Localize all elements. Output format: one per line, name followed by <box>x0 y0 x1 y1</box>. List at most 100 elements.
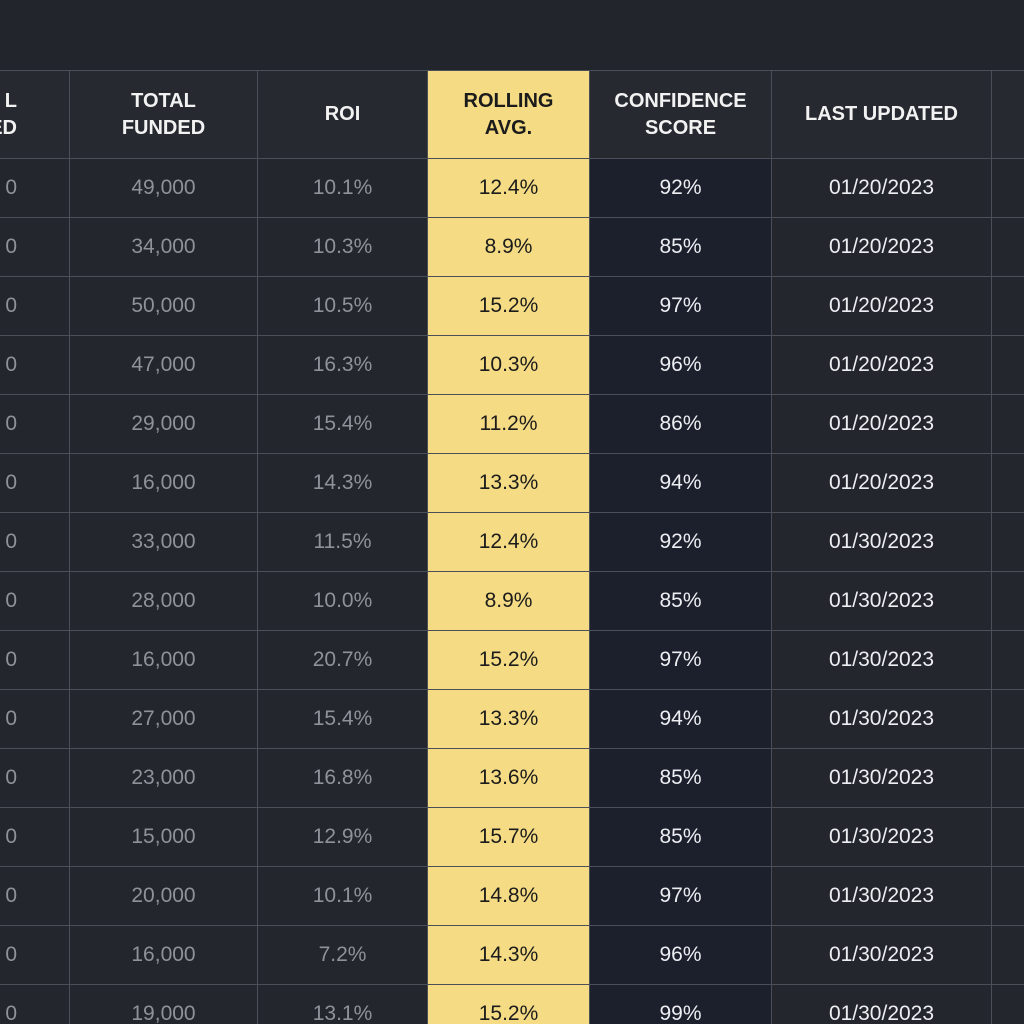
header-text: ROLLING <box>463 89 554 112</box>
header-text: ROI <box>324 103 361 125</box>
table-cell: 0 <box>0 926 70 985</box>
table-cell: 99% <box>590 985 772 1024</box>
table-cell <box>992 867 1024 926</box>
table-cell: 0 <box>0 395 70 454</box>
table-cell: 0 <box>0 631 70 690</box>
header-text: TOTAL <box>131 89 196 112</box>
table-cell: 0 <box>0 690 70 749</box>
table-cell: 01/30/2023 <box>772 749 992 808</box>
table-cell: 29,000 <box>70 395 258 454</box>
table-cell: 94% <box>590 454 772 513</box>
table-cell: 86% <box>590 395 772 454</box>
table-cell: 15.7% <box>428 808 590 867</box>
table-cell: 27,000 <box>70 690 258 749</box>
table-cell: 0 <box>0 808 70 867</box>
table-cell: 0 <box>0 336 70 395</box>
table-cell: 12.4% <box>428 159 590 218</box>
table-cell: 10.5% <box>258 277 428 336</box>
table-cell: 15.2% <box>428 631 590 690</box>
table-cell: 96% <box>590 926 772 985</box>
table-cell: 12.9% <box>258 808 428 867</box>
table-cell: 01/30/2023 <box>772 690 992 749</box>
table-cell: 85% <box>590 572 772 631</box>
table-cell: 94% <box>590 690 772 749</box>
table-cell: 97% <box>590 867 772 926</box>
table-cell: 01/30/2023 <box>772 808 992 867</box>
table-cell: 20,000 <box>70 867 258 926</box>
table-cell: 16.3% <box>258 336 428 395</box>
table-cell: 47,000 <box>70 336 258 395</box>
table-cell <box>992 218 1024 277</box>
table-cell <box>992 572 1024 631</box>
table-cell: 49,000 <box>70 159 258 218</box>
table-cell <box>992 631 1024 690</box>
table-cell: 01/30/2023 <box>772 572 992 631</box>
table-cell: 14.8% <box>428 867 590 926</box>
table-cell <box>992 985 1024 1024</box>
table-cell: 15.4% <box>258 690 428 749</box>
table-cell: 0 <box>0 985 70 1024</box>
header-text: ED <box>0 116 17 139</box>
table-cell <box>992 277 1024 336</box>
table-cell: 01/20/2023 <box>772 395 992 454</box>
table-cell <box>992 336 1024 395</box>
table-cell: 0 <box>0 218 70 277</box>
table-cell: 01/20/2023 <box>772 454 992 513</box>
table-cell: 14.3% <box>258 454 428 513</box>
table-cell: 16,000 <box>70 631 258 690</box>
table-cell <box>992 454 1024 513</box>
table-cell: 10.0% <box>258 572 428 631</box>
table-cell: 0 <box>0 159 70 218</box>
table-cell: 16,000 <box>70 454 258 513</box>
table-cell: 01/20/2023 <box>772 277 992 336</box>
table-cell <box>992 926 1024 985</box>
table-cell: 01/20/2023 <box>772 159 992 218</box>
header-text: SCORE <box>644 116 717 139</box>
table-cell: 01/30/2023 <box>772 867 992 926</box>
table-cell: 10.1% <box>258 159 428 218</box>
table-cell: 33,000 <box>70 513 258 572</box>
table-cell: 8.9% <box>428 572 590 631</box>
table-cell: 92% <box>590 159 772 218</box>
header-cell <box>992 70 1024 159</box>
table-cell: 0 <box>0 513 70 572</box>
table-cell: 15,000 <box>70 808 258 867</box>
table-cell: 10.3% <box>258 218 428 277</box>
table-cell <box>992 395 1024 454</box>
table-cell: 15.2% <box>428 277 590 336</box>
table-cell: 12.4% <box>428 513 590 572</box>
table-cell: 0 <box>0 277 70 336</box>
table-cell: 34,000 <box>70 218 258 277</box>
table-cell: 16,000 <box>70 926 258 985</box>
table-cell: 10.3% <box>428 336 590 395</box>
table-cell: 11.5% <box>258 513 428 572</box>
table-cell: 01/20/2023 <box>772 218 992 277</box>
header-cell: L ED <box>0 70 70 159</box>
table-cell <box>992 513 1024 572</box>
header-cell: CONFIDENCE SCORE <box>590 70 772 159</box>
table-cell: 0 <box>0 572 70 631</box>
table-cell: 13.1% <box>258 985 428 1024</box>
table-cell: 01/30/2023 <box>772 985 992 1024</box>
table-cell: 13.6% <box>428 749 590 808</box>
header-cell: LAST UPDATED <box>772 70 992 159</box>
table-cell: 20.7% <box>258 631 428 690</box>
table-cell: 96% <box>590 336 772 395</box>
table-cell: 85% <box>590 218 772 277</box>
table-cell: 01/30/2023 <box>772 926 992 985</box>
table-cell: 92% <box>590 513 772 572</box>
table-cell: 11.2% <box>428 395 590 454</box>
table-cell: 23,000 <box>70 749 258 808</box>
table-cell: 0 <box>0 867 70 926</box>
table-cell: 15.4% <box>258 395 428 454</box>
table-cell: 8.9% <box>428 218 590 277</box>
table-cell: 14.3% <box>428 926 590 985</box>
table-cell: 28,000 <box>70 572 258 631</box>
table-cell: 97% <box>590 631 772 690</box>
table-cell: 50,000 <box>70 277 258 336</box>
header-cell: ROI <box>258 70 428 159</box>
table-cell <box>992 808 1024 867</box>
table-cell: 13.3% <box>428 690 590 749</box>
header-text: L <box>4 89 17 112</box>
